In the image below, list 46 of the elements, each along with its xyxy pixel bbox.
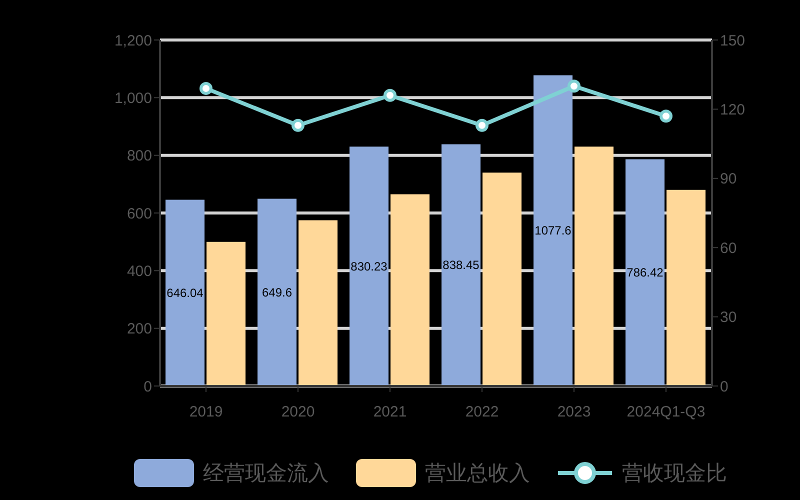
data-label: 786.42 [626, 266, 664, 280]
bar [258, 198, 297, 386]
x-tick-label: 2021 [373, 404, 407, 421]
y-tick-label: 200 [126, 320, 152, 338]
point [384, 88, 396, 102]
x-tick-label: 2020 [281, 404, 315, 421]
data-label: 1077.6 [534, 224, 572, 238]
x-tick-label: 2019 [189, 404, 223, 421]
y-tick-label: 600 [126, 205, 152, 222]
point [476, 118, 488, 132]
bar [166, 200, 205, 386]
point [660, 110, 672, 123]
x-tick-label: 2024Q1-Q3 [626, 404, 706, 421]
y-tick-label: 800 [126, 148, 152, 165]
legend-label: 营业总收入 [425, 461, 530, 487]
bar [390, 194, 430, 386]
y-tick-label: 400 [126, 262, 152, 280]
legend-label: 营收现金比 [622, 461, 727, 487]
point [200, 82, 212, 95]
y-tick-label: 1,000 [114, 90, 152, 107]
point [568, 80, 580, 93]
bar [666, 190, 706, 386]
bar [574, 146, 614, 386]
y2-tick-label: 150 [720, 32, 746, 50]
data-label: 838.45 [442, 258, 480, 272]
point [292, 118, 304, 132]
y2-tick-label: 0 [720, 378, 728, 396]
bar [350, 146, 389, 386]
data-label: 646.04 [166, 286, 204, 300]
y-tick-label: 0 [144, 378, 152, 396]
x-tick-label: 2023 [557, 404, 591, 421]
y2-tick-label: 90 [720, 170, 737, 188]
bar [626, 159, 665, 386]
y2-tick-label: 60 [720, 240, 737, 257]
bar [482, 172, 522, 386]
y2-tick-label: 30 [720, 309, 737, 326]
y-tick-label: 1,200 [114, 32, 152, 50]
bar [298, 220, 338, 386]
y2-tick-label: 120 [720, 102, 746, 119]
x-tick-label: 2022 [465, 404, 499, 421]
legend-label: 经营现金流入 [203, 461, 329, 487]
data-label: 830.23 [350, 259, 388, 274]
bar [534, 75, 573, 386]
bar [442, 144, 481, 386]
bar [206, 242, 246, 386]
data-label: 649.6 [262, 285, 292, 300]
